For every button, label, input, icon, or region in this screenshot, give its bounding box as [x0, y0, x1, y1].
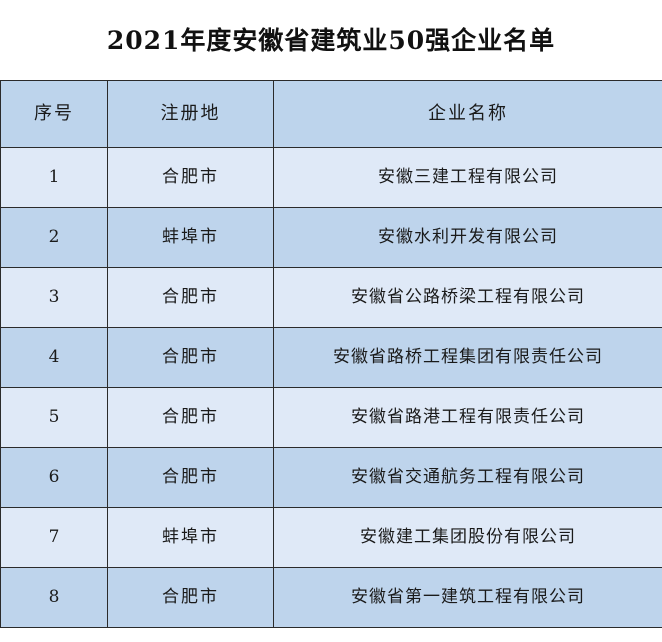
cell-company: 安徽省路桥工程集团有限责任公司	[273, 327, 662, 388]
cell-company: 安徽省第一建筑工程有限公司	[273, 567, 662, 628]
cell-company: 安徽建工集团股份有限公司	[273, 507, 662, 568]
cell-city: 合肥市	[107, 327, 274, 388]
title-bar: 2021年度安徽省建筑业50强企业名单	[0, 0, 662, 80]
table-header: 序号 注册地 企业名称	[0, 80, 662, 148]
cell-city: 合肥市	[107, 567, 274, 628]
cell-company: 安徽水利开发有限公司	[273, 207, 662, 268]
cell-index: 8	[0, 567, 108, 628]
cell-city: 蚌埠市	[107, 507, 274, 568]
table-body: 1 合肥市 安徽三建工程有限公司 2 蚌埠市 安徽水利开发有限公司 3 合肥市 安徽省公路桥梁工…	[0, 147, 662, 628]
table-row: 3 合肥市 安徽省公路桥梁工程有限公司	[0, 267, 662, 328]
cell-city: 蚌埠市	[107, 207, 274, 268]
table-row: 5 合肥市 安徽省路港工程有限责任公司	[0, 387, 662, 448]
page-title: 2021年度安徽省建筑业50强企业名单	[106, 25, 556, 55]
table-row: 8 合肥市 安徽省第一建筑工程有限公司	[0, 567, 662, 628]
table-row: 1 合肥市 安徽三建工程有限公司	[0, 147, 662, 208]
cell-index: 5	[0, 387, 108, 448]
cell-index: 2	[0, 207, 108, 268]
table-header-row: 序号 注册地 企业名称	[0, 80, 662, 148]
cell-index: 6	[0, 447, 108, 508]
table-row: 2 蚌埠市 安徽水利开发有限公司	[0, 207, 662, 268]
table-row: 4 合肥市 安徽省路桥工程集团有限责任公司	[0, 327, 662, 388]
table-scroll-region: 序号 注册地 企业名称 1 合肥市 安徽三建工程有限公司 2 蚌埠市 安徽水利开发有限公司…	[0, 80, 662, 642]
table-row: 6 合肥市 安徽省交通航务工程有限公司	[0, 447, 662, 508]
cell-city: 合肥市	[107, 147, 274, 208]
cell-index: 7	[0, 507, 108, 568]
cell-city: 合肥市	[107, 267, 274, 328]
column-header-city: 注册地	[107, 80, 274, 148]
cell-company: 安徽省路港工程有限责任公司	[273, 387, 662, 448]
column-header-index: 序号	[0, 80, 108, 148]
cell-city: 合肥市	[107, 387, 274, 448]
cell-index: 4	[0, 327, 108, 388]
cell-index: 3	[0, 267, 108, 328]
cell-company: 安徽三建工程有限公司	[273, 147, 662, 208]
table-row: 7 蚌埠市 安徽建工集团股份有限公司	[0, 507, 662, 568]
cell-index: 1	[0, 147, 108, 208]
cell-company: 安徽省公路桥梁工程有限公司	[273, 267, 662, 328]
cell-city: 合肥市	[107, 447, 274, 508]
cell-company: 安徽省交通航务工程有限公司	[273, 447, 662, 508]
company-list-table: 序号 注册地 企业名称 1 合肥市 安徽三建工程有限公司 2 蚌埠市 安徽水利开发有限公司…	[0, 80, 662, 628]
column-header-company: 企业名称	[273, 80, 662, 148]
